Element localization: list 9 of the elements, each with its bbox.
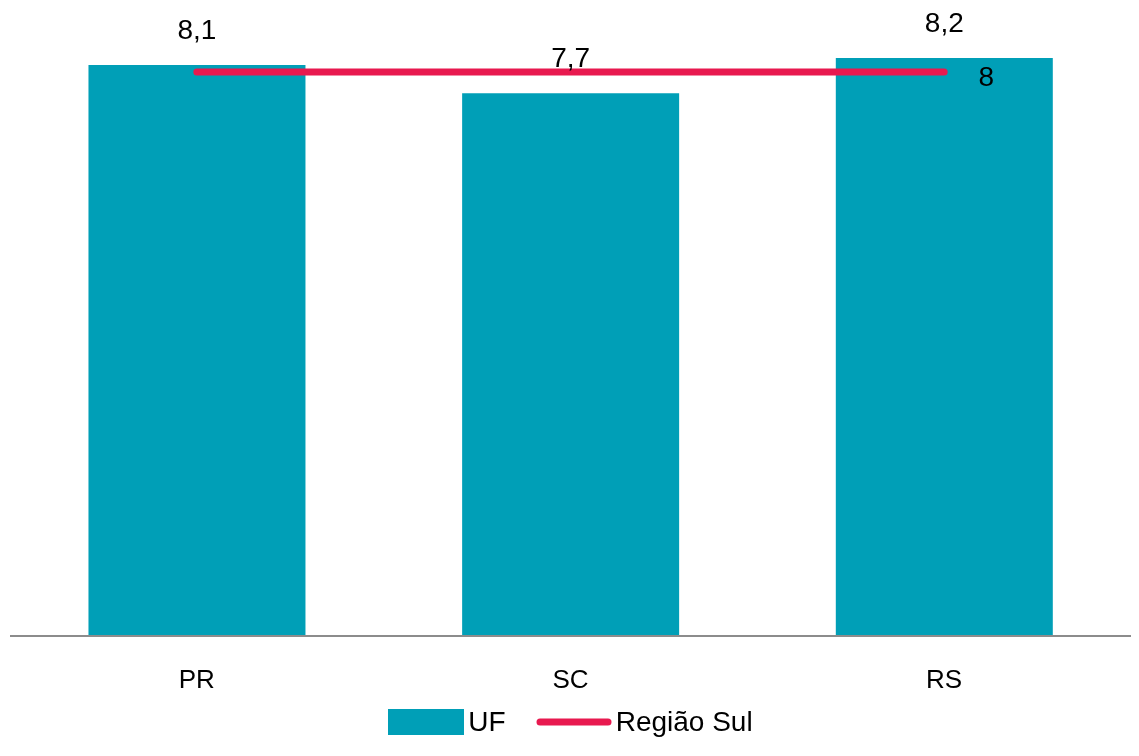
legend-label: UF: [467, 706, 506, 738]
x-tick-label: PR: [178, 664, 215, 695]
data-label: 8,1: [177, 14, 217, 46]
data-label: 8,2: [924, 7, 964, 38]
data-label: 7,7: [551, 42, 591, 74]
x-tick-label: SC: [552, 664, 589, 695]
legend-label: Região Sul: [614, 706, 753, 738]
data-label: 8: [978, 61, 994, 93]
x-tick-label: RS: [926, 664, 963, 695]
